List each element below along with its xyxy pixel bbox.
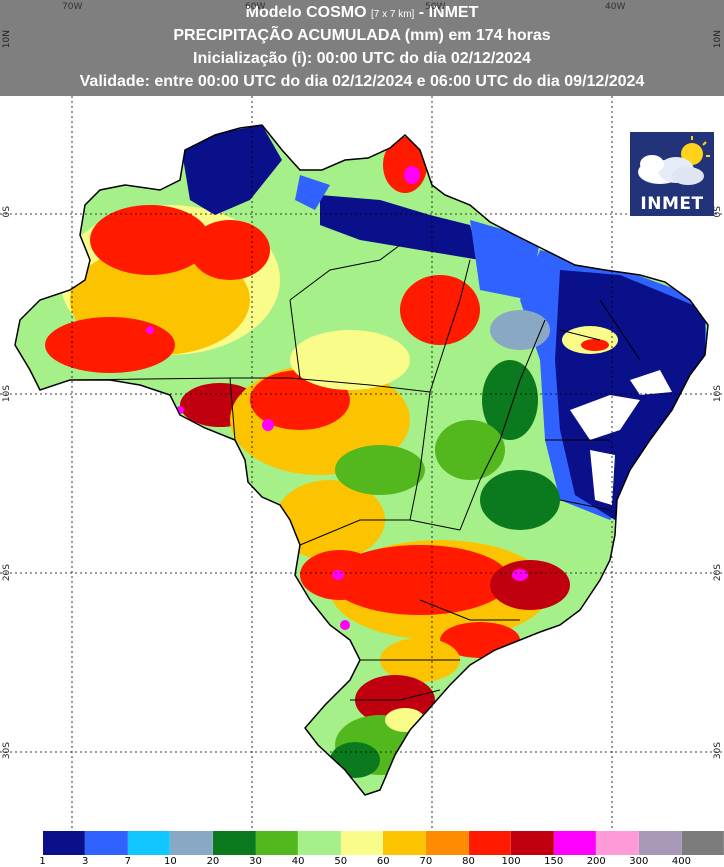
legend-swatch — [0, 831, 43, 855]
legend-swatch — [383, 831, 426, 855]
legend-swatch — [511, 831, 554, 855]
legend-label: 70 — [419, 856, 433, 867]
header-title: Modelo COSMO [7 x 7 km] - INMET — [0, 3, 724, 25]
model-resolution: [7 x 7 km] — [370, 9, 415, 20]
legend-label: 50 — [334, 856, 348, 867]
legend-swatch — [127, 831, 171, 855]
precipitation-map — [0, 96, 724, 829]
legend-swatches — [0, 831, 724, 855]
graticule — [0, 96, 724, 829]
legend-swatch — [596, 831, 639, 855]
logo-text: INMET — [640, 194, 704, 214]
legend-swatch — [298, 831, 341, 855]
state-borders — [69, 244, 641, 701]
legend-swatch — [425, 831, 469, 855]
lon-label-50w: 50W — [425, 2, 446, 12]
lon-label-70w: 70W — [62, 2, 83, 12]
map-header: Modelo COSMO [7 x 7 km] - INMET PRECIPIT… — [0, 0, 724, 96]
header-initialization: Inicialização (i): 00:00 UTC do dia 02/1… — [193, 50, 531, 67]
legend-label: 200 — [586, 856, 606, 867]
legend-swatch — [340, 831, 384, 855]
legend-label: 300 — [629, 856, 649, 867]
legend-label: 80 — [462, 856, 475, 867]
brazil-map-svg — [0, 96, 724, 829]
legend-label: 1 — [39, 856, 46, 867]
legend-swatch — [681, 831, 724, 855]
sun-cloud-icon — [638, 136, 710, 185]
legend-label: 10 — [163, 856, 177, 867]
lat-label-10n-right: 10N — [713, 30, 723, 49]
color-legend: 1 3 7 10 20 30 40 50 60 70 80 100 150 200 300 400 — [0, 829, 724, 867]
legend-swatch — [85, 831, 128, 855]
legend-swatch — [170, 831, 213, 855]
legend-swatch — [42, 831, 86, 855]
legend-swatch — [468, 831, 512, 855]
legend-label: 60 — [376, 856, 390, 867]
legend-label: 400 — [671, 856, 691, 867]
legend-swatch — [638, 831, 682, 855]
legend-swatch — [553, 831, 597, 855]
precip-fields — [45, 125, 708, 778]
inmet-logo: INMET — [630, 132, 714, 216]
legend-labels: 1 3 7 10 20 30 40 50 60 70 80 100 150 200 300 400 — [0, 856, 724, 867]
lat-label-10n-left: 10N — [2, 30, 12, 49]
legend-label: 20 — [206, 856, 220, 867]
legend-label: 150 — [544, 856, 564, 867]
lon-label-40w: 40W — [605, 2, 626, 12]
lon-label-60w: 60W — [245, 2, 266, 12]
legend-label: 40 — [291, 856, 305, 867]
header-variable: PRECIPITAÇÃO ACUMULADA (mm) em 174 horas — [173, 27, 551, 44]
model-name: Modelo COSMO — [245, 4, 367, 21]
legend-label: 7 — [124, 856, 131, 867]
legend-label: 3 — [81, 856, 89, 867]
legend-swatch — [212, 831, 256, 855]
header-validity: Validade: entre 00:00 UTC do dia 02/12/2… — [79, 73, 645, 90]
legend-label: 100 — [501, 856, 521, 867]
legend-label: 30 — [249, 856, 262, 867]
model-institute: - INMET — [418, 4, 479, 21]
legend-swatch — [255, 831, 299, 855]
